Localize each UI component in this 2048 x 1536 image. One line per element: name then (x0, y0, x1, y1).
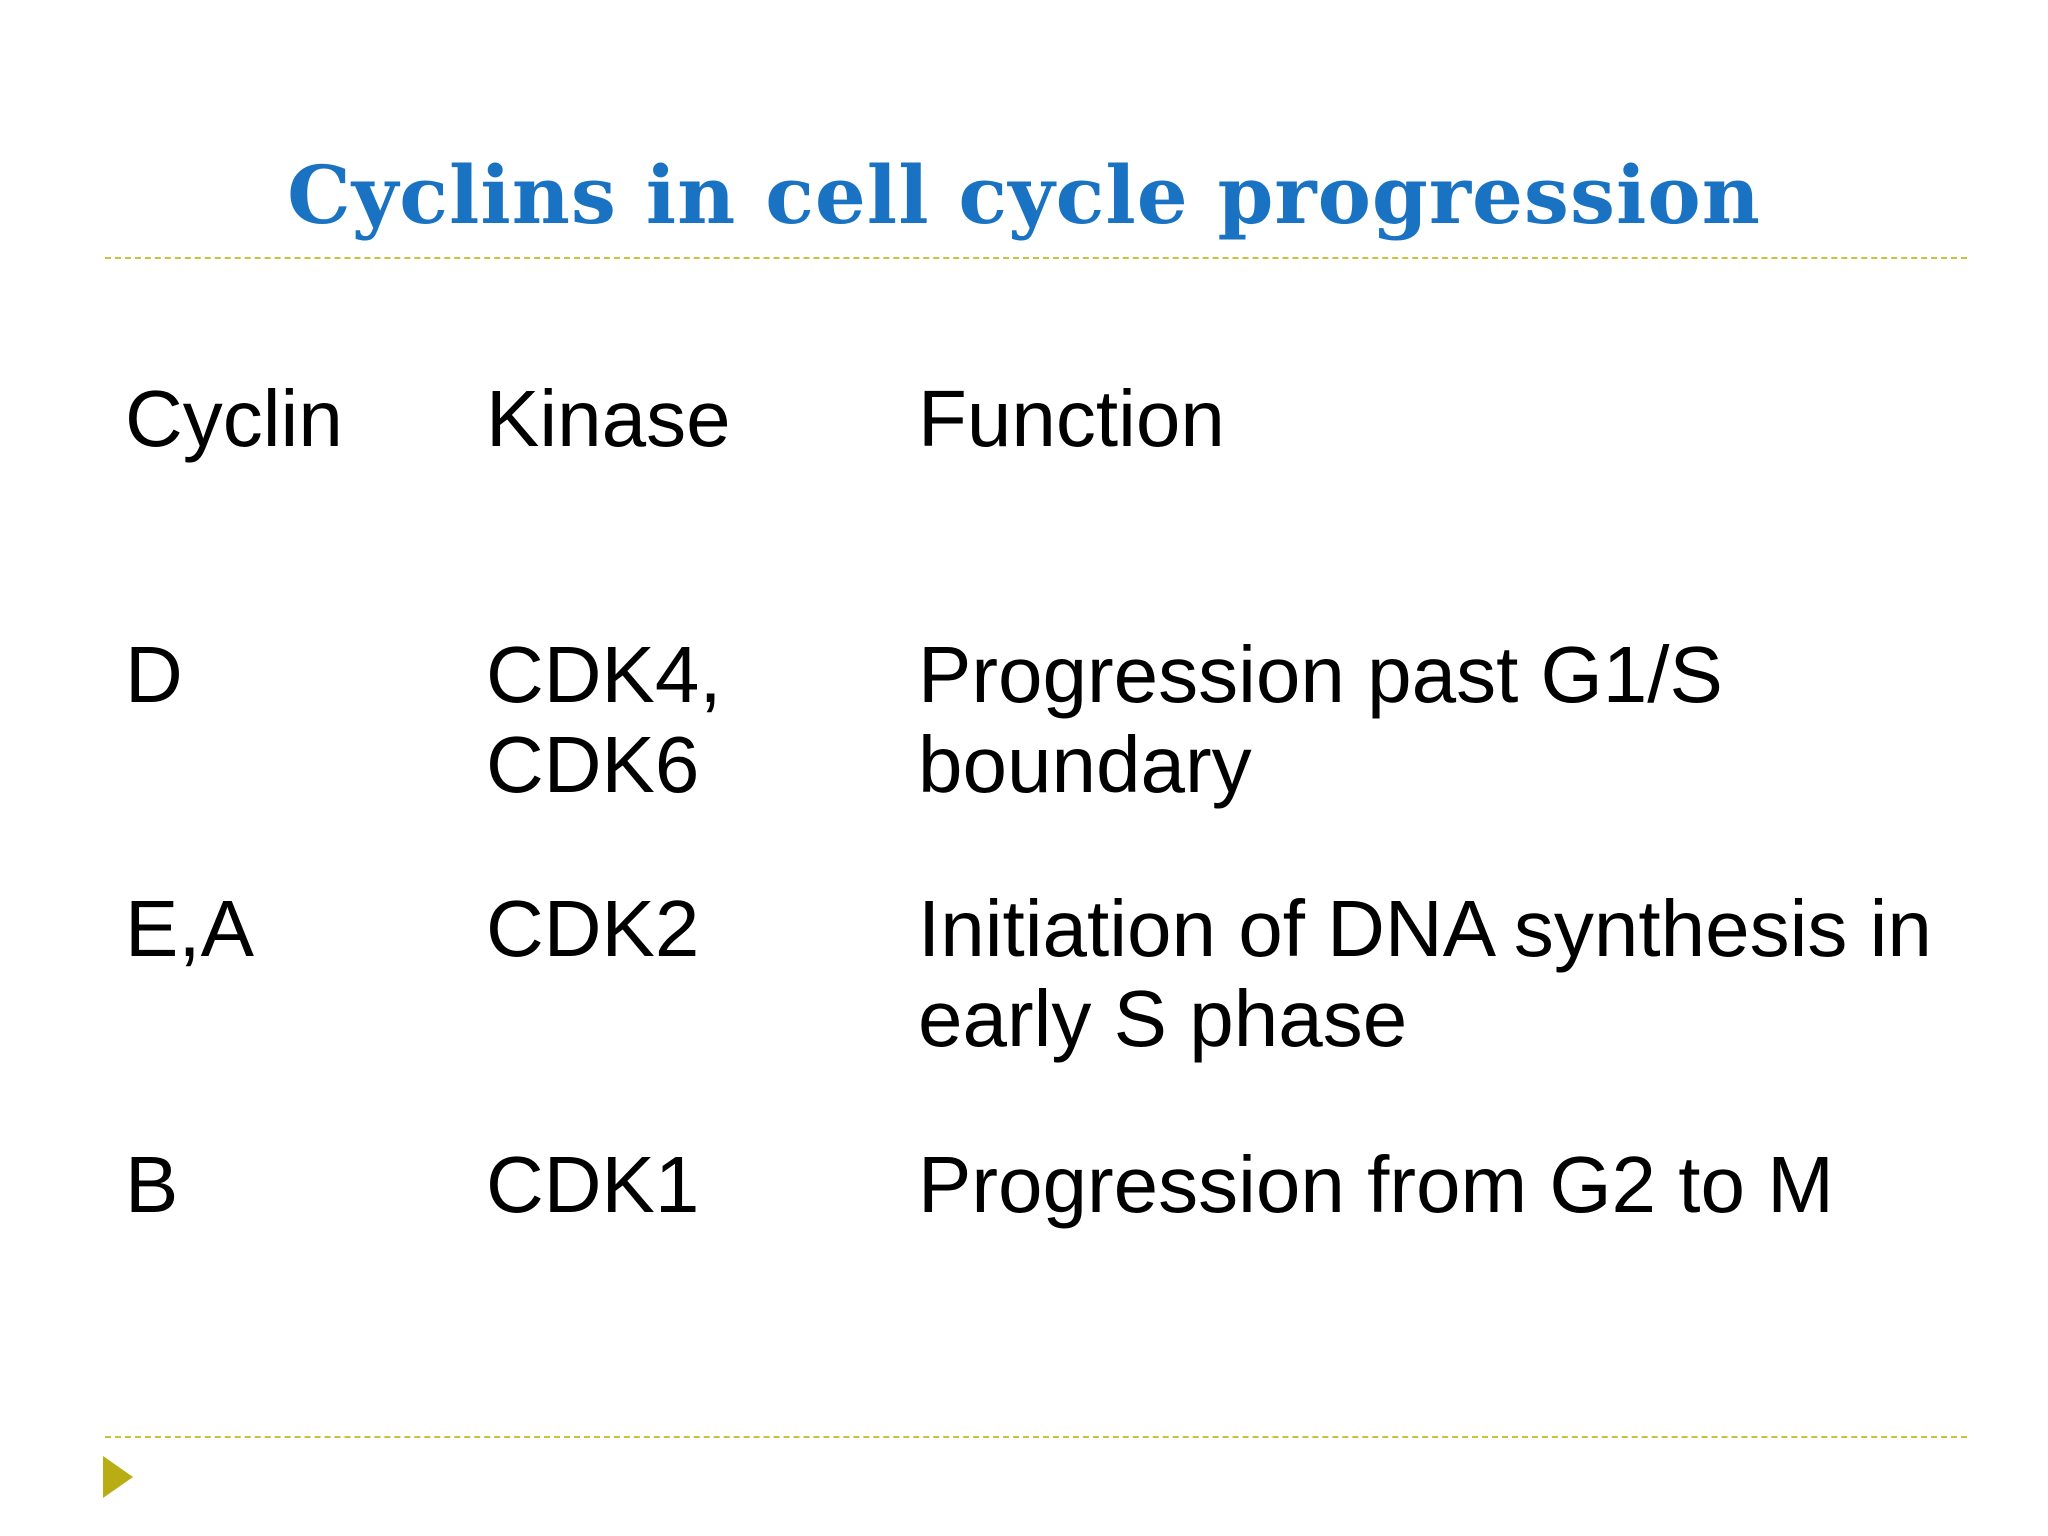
table-cell: Initiation of DNA synthesis in early S ph… (918, 884, 1932, 1064)
cell-text: Progression from G2 to M (918, 1140, 1834, 1229)
table-cell: E,A (125, 884, 254, 974)
table-cell: CDK1 (486, 1140, 699, 1230)
slide-title: Cyclins in cell cycle progression (287, 148, 1761, 242)
cell-text: Initiation of DNA synthesis in (918, 884, 1932, 973)
table-cell: CDK4, CDK6 (486, 630, 722, 810)
cell-text: B (125, 1140, 179, 1229)
cell-text: CDK2 (486, 884, 700, 973)
table-cell: CDK2 (486, 884, 699, 974)
table-cell: Progression past G1/S boundary (918, 630, 1723, 810)
cell-text: early S phase (918, 974, 1408, 1063)
column-header: Cyclin (125, 374, 343, 463)
table-cell: Progression from G2 to M (918, 1140, 1834, 1230)
cell-text: CDK6 (486, 720, 700, 809)
column-header: Function (918, 374, 1225, 463)
divider (105, 257, 1967, 259)
cell-text: D (125, 630, 183, 719)
cell-text: Progression past G1/S (918, 630, 1723, 719)
table-cell: D (125, 630, 183, 720)
bullet-arrow (103, 1456, 133, 1498)
table-cell: B (125, 1140, 178, 1230)
cell-text: CDK4, (486, 630, 722, 719)
cell-text: boundary (918, 720, 1252, 809)
cell-text: CDK1 (486, 1140, 700, 1229)
cell-text: E,A (125, 884, 254, 973)
divider (105, 1436, 1967, 1438)
column-header: Kinase (486, 374, 731, 463)
